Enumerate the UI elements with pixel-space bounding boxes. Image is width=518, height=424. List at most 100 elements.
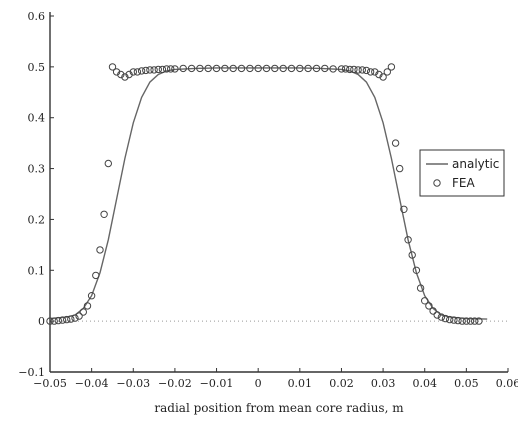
x-tick-label: −0.03 bbox=[116, 377, 150, 390]
fea-point bbox=[79, 308, 88, 316]
fea-point bbox=[171, 65, 179, 73]
fea-point bbox=[433, 311, 441, 319]
fea-point bbox=[271, 64, 279, 73]
fea-point bbox=[67, 315, 75, 323]
fea-point bbox=[75, 312, 83, 320]
legend-label-fea: FEA bbox=[452, 176, 475, 190]
axes bbox=[49, 12, 508, 373]
fea-point bbox=[416, 284, 425, 292]
fea-point bbox=[454, 316, 462, 325]
tick-marks bbox=[49, 15, 509, 373]
fea-point bbox=[221, 64, 229, 73]
fea-point bbox=[312, 64, 321, 73]
fea-point bbox=[279, 64, 287, 73]
fea-point bbox=[254, 64, 262, 73]
fea-point bbox=[121, 73, 129, 81]
fea-point bbox=[471, 317, 479, 325]
fea-point bbox=[350, 65, 358, 74]
fea-point bbox=[100, 210, 108, 219]
fea-point bbox=[296, 64, 304, 73]
legend-swatch-fea bbox=[433, 179, 441, 187]
fea-point bbox=[150, 66, 158, 74]
y-tick-label: 0.5 bbox=[28, 61, 46, 74]
fea-point bbox=[466, 317, 475, 325]
fea-point bbox=[354, 66, 362, 74]
fea-point bbox=[196, 64, 204, 73]
fea-point bbox=[329, 65, 337, 73]
fea-point bbox=[408, 251, 416, 259]
series-layer bbox=[46, 63, 488, 325]
fea-point bbox=[133, 68, 142, 76]
legend-box bbox=[419, 149, 505, 197]
x-tick-label: −0.04 bbox=[75, 377, 109, 390]
fea-point bbox=[287, 64, 296, 73]
fea-point bbox=[341, 65, 350, 73]
fea-point bbox=[441, 314, 450, 323]
fea-point bbox=[412, 266, 421, 274]
fea-point bbox=[437, 313, 446, 321]
fea-point bbox=[71, 314, 79, 322]
x-tick-label: 0.03 bbox=[371, 377, 396, 390]
y-tick-label: 0.6 bbox=[28, 10, 46, 23]
fea-point bbox=[404, 236, 412, 244]
fea-point bbox=[391, 139, 400, 147]
fea-point bbox=[304, 64, 312, 73]
fea-point bbox=[450, 316, 458, 324]
fea-point bbox=[429, 307, 437, 315]
fea-point bbox=[204, 64, 212, 73]
fea-point bbox=[262, 64, 271, 73]
fea-point bbox=[146, 66, 154, 74]
legend: analytic FEA bbox=[419, 149, 505, 197]
x-tick-label: −0.02 bbox=[158, 377, 192, 390]
fea-point bbox=[87, 292, 96, 300]
fea-point bbox=[50, 317, 58, 325]
legend-label-analytic: analytic bbox=[452, 157, 499, 171]
fea-point bbox=[142, 66, 150, 75]
fea-point bbox=[129, 68, 138, 76]
fea-point bbox=[379, 73, 387, 81]
fea-point bbox=[337, 65, 346, 73]
x-tick-label: 0.06 bbox=[496, 377, 518, 390]
x-tick-label: −0.01 bbox=[200, 377, 234, 390]
fea-point bbox=[187, 64, 196, 73]
fea-point bbox=[421, 297, 429, 305]
fea-point bbox=[54, 316, 62, 325]
fea-point bbox=[96, 246, 104, 254]
fea-point bbox=[462, 317, 471, 325]
y-tick-label: −0.1 bbox=[18, 366, 45, 379]
fea-point bbox=[375, 70, 383, 79]
fea-point bbox=[387, 63, 396, 71]
y-tick-label: 0 bbox=[38, 315, 45, 328]
fea-point bbox=[108, 63, 117, 71]
series-line-analytic bbox=[49, 67, 488, 320]
fea-point bbox=[46, 317, 54, 325]
fea-point bbox=[400, 205, 408, 214]
y-tick-label: 0.4 bbox=[28, 112, 46, 125]
fea-point bbox=[458, 317, 466, 325]
fea-point bbox=[425, 302, 433, 310]
fea-point bbox=[104, 159, 113, 168]
fea-point bbox=[83, 302, 92, 310]
fea-point bbox=[62, 315, 71, 324]
x-tick-label: −0.05 bbox=[33, 377, 67, 390]
y-tick-label: 0.1 bbox=[28, 264, 46, 277]
fea-point bbox=[321, 64, 329, 73]
tick-labels: −0.05 −0.04 −0.03 −0.02 −0.01 0 0.01 0.02 0.03 0.… bbox=[18, 10, 518, 390]
fea-point bbox=[212, 64, 221, 73]
fea-point bbox=[396, 164, 404, 173]
x-axis-title: radial position from mean core radius, m bbox=[154, 401, 404, 415]
fea-point bbox=[179, 64, 187, 73]
x-tick-label: 0.04 bbox=[412, 377, 437, 390]
fea-point bbox=[154, 65, 163, 74]
y-tick-label: 0.3 bbox=[28, 163, 46, 176]
fea-point bbox=[167, 65, 175, 73]
fea-point bbox=[137, 67, 146, 75]
fea-point bbox=[92, 271, 100, 280]
fea-point bbox=[366, 68, 375, 76]
fea-point bbox=[383, 68, 391, 76]
fea-point bbox=[475, 317, 483, 325]
fea-point bbox=[229, 64, 237, 73]
fea-point bbox=[58, 316, 67, 324]
fea-point bbox=[246, 64, 254, 73]
